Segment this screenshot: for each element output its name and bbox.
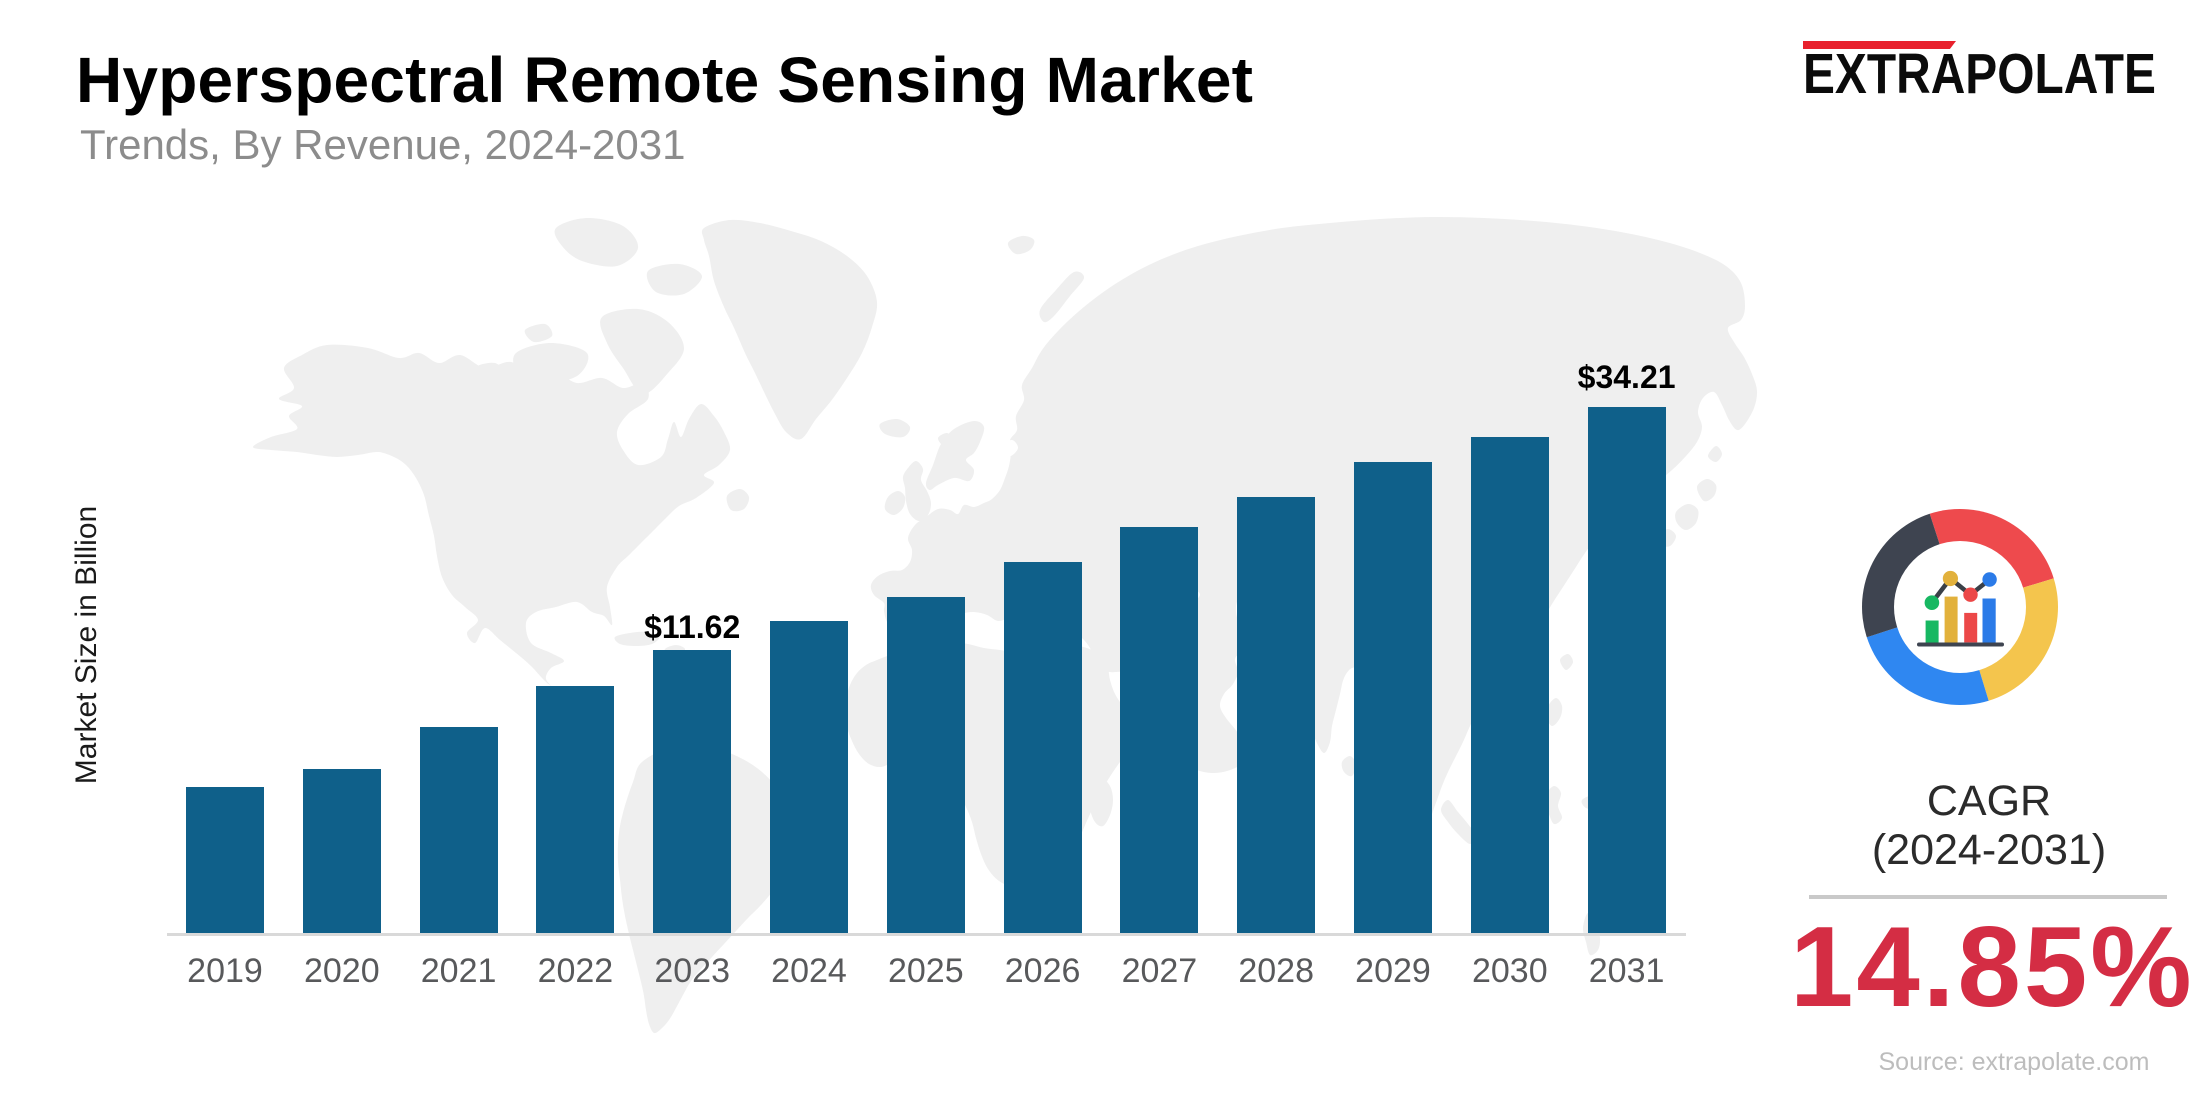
bar-2028	[1237, 497, 1316, 933]
cagr-label-line1: CAGR	[1926, 777, 2052, 825]
x-tick-label-2024: 2024	[771, 952, 847, 990]
logo-text: EXTRAPOLATE	[1803, 42, 2156, 106]
logo-accent-bar-icon	[1803, 41, 1956, 49]
page-subtitle: Trends, By Revenue, 2024-2031	[80, 121, 686, 168]
mini-bar-yellow	[1944, 596, 1958, 643]
world-map-land	[253, 216, 1758, 1034]
x-axis-line	[167, 933, 1686, 936]
mini-bar-red	[1964, 612, 1978, 643]
x-tick-label-2028: 2028	[1238, 952, 1314, 990]
mini-line	[1929, 575, 1992, 605]
donut-chart-icon	[1862, 509, 2059, 705]
bar-value-label-2023: $11.62	[644, 609, 741, 645]
mini-bar-blue	[1982, 598, 1996, 643]
bar-2024	[770, 621, 848, 933]
x-tick-label-2022: 2022	[537, 952, 614, 990]
x-tick-label-2020: 2020	[303, 952, 380, 990]
bar-2021	[419, 727, 498, 933]
x-tick-label-2027: 2027	[1121, 952, 1198, 990]
mini-bar-chart-icon	[1917, 570, 2004, 647]
bar-2027	[1120, 527, 1199, 933]
mini-bar-green	[1925, 620, 1939, 643]
x-tick-label-2031: 2031	[1588, 952, 1665, 990]
cagr-label: CAGR (2024-2031)	[1814, 777, 2164, 875]
bar-2029	[1354, 462, 1432, 933]
source-note: Source: extrapolate.com	[1878, 1048, 2150, 1076]
y-axis-title: Market Size in Billion	[70, 505, 103, 785]
x-tick-label-2021: 2021	[420, 952, 497, 990]
x-tick-label-2023: 2023	[654, 952, 730, 990]
page-title: Hyperspectral Remote Sensing Market	[76, 44, 1254, 116]
extrapolate-logo: EXTRAPOLATE	[1803, 41, 2183, 103]
mini-baseline	[1917, 642, 2004, 647]
bar-2025	[886, 597, 965, 933]
bar-2023	[653, 650, 732, 933]
mini-dot-green	[1924, 595, 1940, 610]
mini-dot-yellow	[1942, 570, 1958, 587]
bar-2031	[1587, 407, 1666, 933]
x-tick-label-2029: 2029	[1355, 952, 1431, 990]
donut-hole	[1894, 541, 2026, 673]
x-tick-label-2019: 2019	[187, 952, 263, 990]
bar-2019	[186, 787, 264, 933]
bar-2030	[1470, 437, 1549, 933]
bar-value-label-2031: $34.21	[1577, 359, 1676, 395]
cagr-value: 14.85%	[1790, 904, 2195, 1031]
cagr-divider-line	[1809, 895, 2167, 899]
x-tick-label-2025: 2025	[887, 952, 964, 990]
mini-dot-red	[1963, 587, 1978, 602]
x-tick-label-2026: 2026	[1004, 952, 1081, 990]
x-tick-label-2030: 2030	[1471, 952, 1548, 990]
bar-2022	[536, 686, 615, 933]
bar-2026	[1003, 562, 1082, 933]
bar-2020	[302, 769, 381, 933]
mini-dot-blue	[1982, 572, 1997, 587]
cagr-label-line2: (2024-2031)	[1871, 826, 2107, 874]
